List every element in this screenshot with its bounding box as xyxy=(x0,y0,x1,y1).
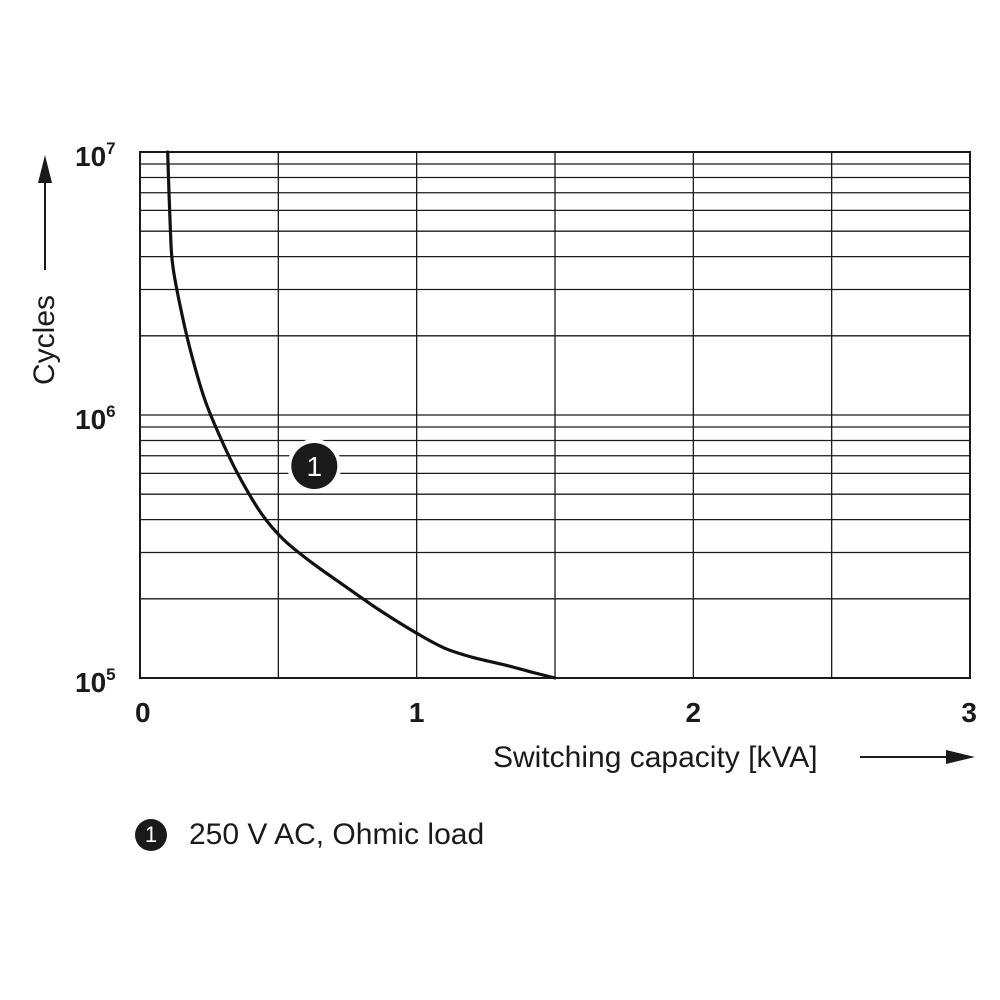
series-marker-icon xyxy=(291,442,338,489)
series-marker-label: 1 xyxy=(307,451,323,482)
x-tick-label: 3 xyxy=(961,697,977,728)
x-tick-label: 1 xyxy=(409,697,425,728)
y-axis-title: Cycles xyxy=(28,295,61,385)
y-tick-label: 107 xyxy=(75,139,116,172)
x-axis-arrowhead xyxy=(946,750,975,764)
legend: 1 250 V AC, Ohmic load xyxy=(135,818,484,852)
x-axis-title: Switching capacity [kVA] xyxy=(493,741,818,774)
series-line xyxy=(166,150,557,680)
x-tick-label: 0 xyxy=(135,697,151,728)
legend-label: 250 V AC, Ohmic load xyxy=(189,818,485,851)
y-tick-label-base: 10 xyxy=(75,404,106,435)
y-tick-label-base: 10 xyxy=(75,141,106,172)
y-tick-label-exponent: 6 xyxy=(106,402,115,421)
y-tick-label-base: 10 xyxy=(75,667,106,698)
series: 1 xyxy=(166,150,557,680)
y-axis-arrowhead xyxy=(38,155,52,183)
grid xyxy=(139,152,971,679)
y-tick-label: 105 xyxy=(75,665,116,698)
y-tick-label-exponent: 7 xyxy=(106,139,115,158)
y-tick-label: 106 xyxy=(75,402,116,435)
y-tick-label-exponent: 5 xyxy=(106,665,115,684)
x-tick-label: 2 xyxy=(686,697,702,728)
legend-marker-icon: 1 xyxy=(135,819,167,851)
